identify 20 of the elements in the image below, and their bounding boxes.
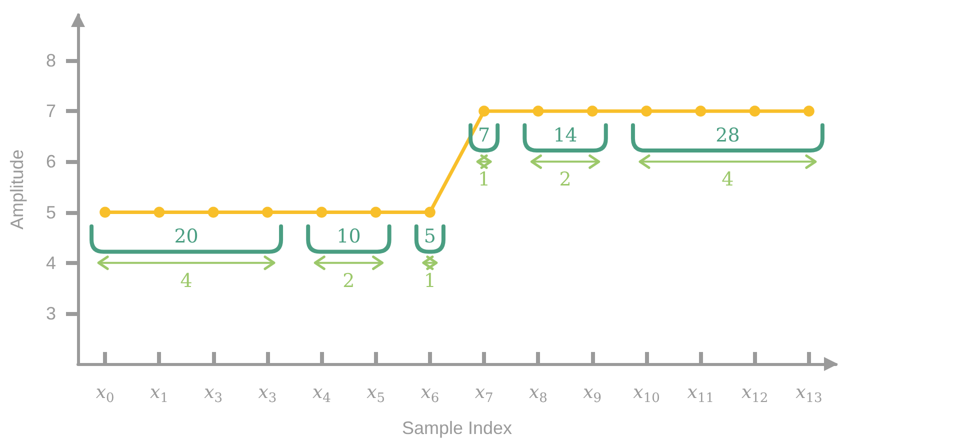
y-tick-label: 5 — [46, 202, 56, 222]
y-tick-label: 3 — [46, 303, 56, 324]
y-axis-title: Amplitude — [7, 149, 27, 230]
annotation: 7 — [478, 124, 490, 146]
annotation: 4 — [722, 168, 734, 191]
y-tick-label: 7 — [46, 101, 56, 122]
y-tick-label: 6 — [46, 152, 56, 172]
annotation: 2 — [342, 270, 355, 292]
annotation: 10 — [336, 226, 361, 248]
x-axis-title: Sample Index — [402, 418, 512, 438]
annotation: 5 — [424, 226, 436, 248]
y-tick-label: 8 — [46, 50, 56, 71]
annotation: 1 — [478, 168, 490, 191]
annotation: 14 — [553, 124, 578, 146]
annotation: 2 — [559, 168, 572, 191]
annotation: 20 — [174, 226, 198, 248]
annotation: 28 — [716, 124, 740, 146]
annotation: 1 — [424, 270, 436, 292]
annotation: 4 — [180, 270, 192, 292]
y-tick-label: 4 — [46, 252, 56, 273]
